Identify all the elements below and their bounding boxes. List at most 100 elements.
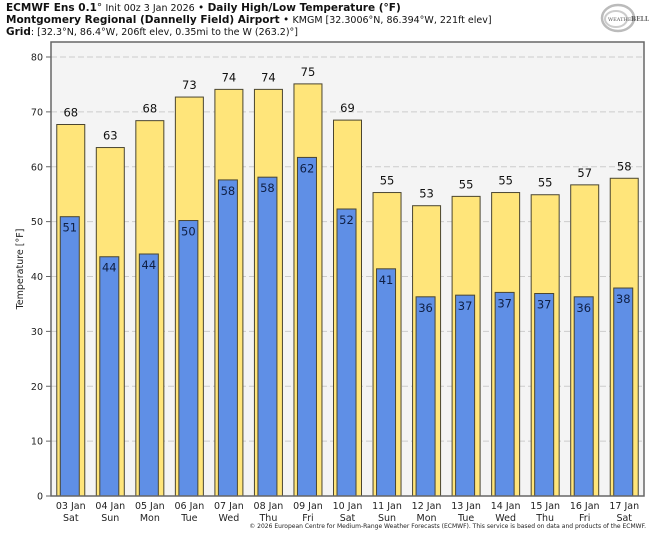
high-value-label: 68 — [63, 105, 78, 119]
product-title: Daily High/Low Temperature (°F) — [207, 2, 401, 14]
low-value-label: 37 — [497, 296, 512, 310]
low-value-label: 36 — [418, 301, 433, 315]
x-tick-label-date: 07 Jan — [214, 501, 244, 512]
low-bar — [178, 220, 199, 497]
low-bar — [613, 287, 634, 497]
x-tick-label-date: 13 Jan — [451, 501, 481, 512]
bars — [56, 83, 639, 497]
high-value-label: 69 — [340, 101, 355, 115]
x-tick-label-day: Fri — [579, 513, 590, 524]
x-tick-label-day: Sat — [63, 513, 79, 524]
x-tick-label-day: Mon — [417, 513, 437, 524]
x-tick-label-day: Wed — [219, 513, 240, 524]
x-tick-label-date: 17 Jan — [609, 501, 639, 512]
low-value-label: 37 — [537, 298, 552, 312]
x-tick-label-day: Thu — [535, 513, 554, 524]
plot-frame — [50, 41, 645, 497]
x-tick-label-date: 15 Jan — [530, 501, 560, 512]
x-tick-label-day: Wed — [495, 513, 516, 524]
low-value-label: 58 — [221, 184, 236, 198]
high-value-label: 53 — [419, 187, 434, 201]
low-bar — [257, 176, 278, 497]
high-value-label: 57 — [577, 166, 592, 180]
y-tick-label: 80 — [31, 53, 43, 64]
low-bar — [415, 296, 436, 497]
high-value-label: 68 — [143, 102, 158, 116]
low-bar — [336, 208, 357, 497]
separator: • — [283, 14, 290, 26]
low-bar — [138, 253, 159, 497]
model-name: ECMWF Ens 0.1 — [6, 2, 97, 14]
station-name: Montgomery Regional (Dannelly Field) Air… — [6, 14, 280, 26]
low-value-label: 41 — [379, 273, 394, 287]
low-bar — [99, 256, 120, 497]
y-tick-label: 20 — [31, 382, 43, 393]
low-value-label: 62 — [300, 161, 315, 175]
logo-text-weather: WEATHER — [608, 17, 635, 23]
x-tick-label-date: 05 Jan — [135, 501, 165, 512]
x-tick-label-day: Sun — [378, 513, 396, 524]
chart-header-line-2: Montgomery Regional (Dannelly Field) Air… — [6, 14, 492, 27]
y-tick-label: 60 — [31, 162, 43, 173]
low-value-label: 50 — [181, 225, 196, 239]
chart-header-line-1: ECMWF Ens 0.1° Init 00z 3 Jan 2026 • Dai… — [6, 2, 401, 15]
high-value-label: 75 — [301, 65, 316, 79]
low-bar — [494, 291, 515, 497]
high-value-label: 63 — [103, 129, 118, 143]
y-tick-label: 70 — [31, 107, 43, 118]
low-value-label: 51 — [62, 221, 77, 235]
low-value-label: 52 — [339, 213, 354, 227]
low-bar — [573, 296, 594, 497]
x-tick-label-day: Fri — [302, 513, 313, 524]
x-tick-label-day: Sat — [340, 513, 356, 524]
low-value-label: 38 — [616, 292, 631, 306]
y-axis-label: Temperature [°F] — [15, 229, 26, 311]
x-tick-label-date: 03 Jan — [56, 501, 86, 512]
x-tick-label-day: Tue — [457, 513, 474, 524]
x-tick-label-date: 11 Jan — [372, 501, 402, 512]
low-value-label: 44 — [102, 261, 117, 275]
station-info: KMGM [32.3006°N, 86.394°W, 221ft elev] — [292, 15, 492, 26]
x-tick-label-day: Sun — [101, 513, 119, 524]
low-value-label: 58 — [260, 181, 275, 195]
x-tick-label-date: 08 Jan — [254, 501, 284, 512]
high-value-label: 74 — [261, 70, 276, 84]
y-tick-label: 50 — [31, 217, 43, 228]
low-value-label: 44 — [142, 258, 157, 272]
low-value-label: 36 — [576, 301, 591, 315]
high-value-label: 74 — [222, 70, 237, 84]
x-tick-label-day: Thu — [259, 513, 278, 524]
x-tick-label-date: 12 Jan — [412, 501, 442, 512]
low-bar — [376, 268, 397, 497]
x-tick-label-date: 09 Jan — [293, 501, 323, 512]
high-value-label: 55 — [459, 177, 474, 191]
high-value-label: 55 — [498, 174, 513, 188]
model-degree: ° — [96, 2, 103, 14]
high-value-label: 73 — [182, 78, 197, 92]
y-tick-label: 40 — [31, 272, 43, 283]
grid-label: Grid — [6, 26, 31, 38]
y-tick-label: 30 — [31, 327, 43, 338]
y-tick-label: 0 — [37, 492, 43, 503]
chart-header-line-3: Grid: [32.3°N, 86.4°W, 206ft elev, 0.35m… — [6, 26, 298, 39]
grid-info: : [32.3°N, 86.4°W, 206ft elev, 0.35mi to… — [30, 27, 298, 38]
x-tick-label-date: 10 Jan — [333, 501, 363, 512]
low-bar — [534, 293, 555, 497]
x-tick-label-date: 16 Jan — [570, 501, 600, 512]
separator: • — [198, 2, 205, 14]
low-bar — [296, 156, 317, 497]
x-tick-label-date: 14 Jan — [491, 501, 521, 512]
low-bar — [59, 216, 80, 497]
low-bar — [217, 179, 238, 497]
x-tick-label-day: Tue — [180, 513, 197, 524]
y-axis: 0 10 20 30 40 50 60 70 80 — [31, 53, 51, 503]
logo-text-bell: BELL — [631, 16, 650, 23]
high-value-label: 55 — [380, 174, 395, 188]
x-tick-label-day: Sat — [616, 513, 632, 524]
weatherbell-logo-icon: WEATHER BELL — [600, 3, 650, 33]
x-tick-label-day: Mon — [140, 513, 160, 524]
bar-value-labels: 68 51 63 44 68 44 73 50 74 58 74 58 75 62 69 52 55 41 53 36… — [62, 65, 631, 315]
copyright-notice: © 2026 European Centre for Medium-Range … — [249, 523, 646, 530]
